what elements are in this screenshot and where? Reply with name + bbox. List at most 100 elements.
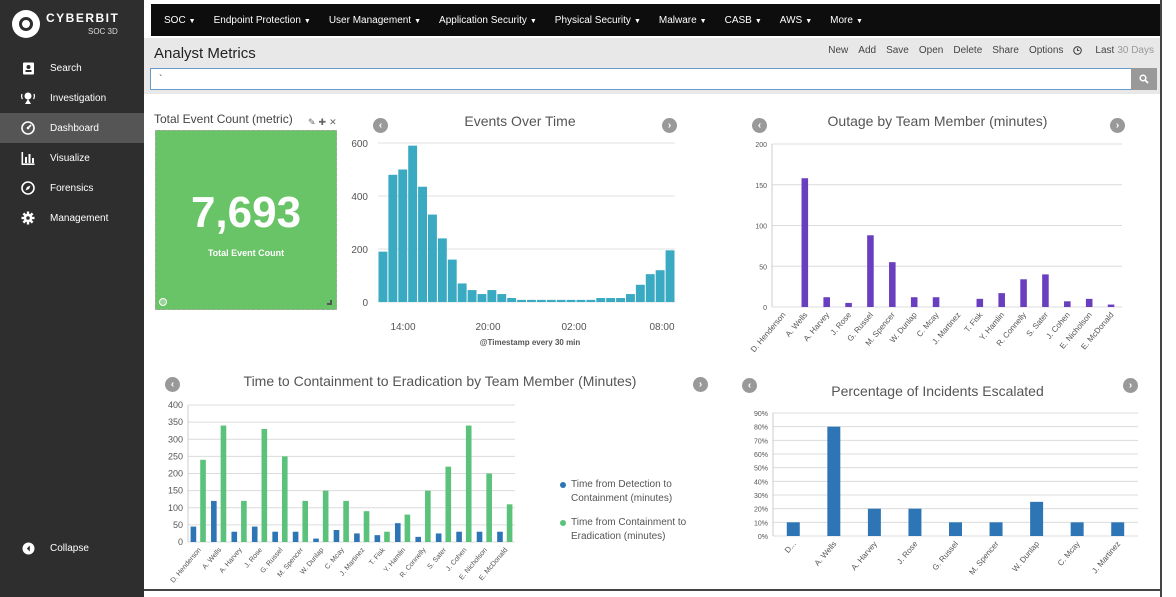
chart-title-events: Events Over Time — [464, 113, 576, 129]
bar — [497, 531, 503, 542]
prev-chart-button[interactable]: ‹ — [373, 118, 388, 133]
y-tick-label: 80% — [754, 425, 768, 432]
y-tick-label: 250 — [168, 451, 183, 461]
menu-label: More — [830, 14, 853, 26]
open-button[interactable]: Open — [918, 45, 944, 56]
sidebar-item-search[interactable]: Search — [0, 53, 144, 83]
bar — [1064, 301, 1071, 307]
sidebar-item-management[interactable]: Management — [0, 203, 144, 233]
prev-chart-button[interactable]: ‹ — [752, 118, 767, 133]
events-over-time-chart: 0 200 400 600 14:00 20:00 02:00 08:00 @Timestamp… — [351, 139, 675, 347]
bar — [343, 500, 349, 542]
y-tick-label: 90% — [754, 411, 768, 418]
window-border-right — [1160, 0, 1162, 597]
y-tick-label: 300 — [168, 434, 183, 444]
bar — [908, 508, 922, 536]
bar — [576, 299, 586, 302]
bar — [989, 522, 1003, 536]
move-icon[interactable]: ✚ — [318, 117, 330, 127]
caret-down-icon: ▼ — [855, 17, 863, 25]
bar — [292, 531, 299, 542]
y-tick-label: 60% — [754, 452, 768, 459]
x-axis-label: @Timestamp every 30 min — [480, 338, 581, 347]
metric-value: 7,693 — [190, 188, 302, 237]
bar — [998, 293, 1005, 307]
bar — [497, 294, 507, 302]
bar — [425, 490, 431, 542]
magnifier-icon — [1139, 74, 1149, 84]
bar — [477, 294, 487, 302]
menu-application-security[interactable]: Application Security ▼ — [430, 15, 546, 26]
collapse-button[interactable]: Collapse — [0, 533, 144, 563]
search-submit-button[interactable] — [1131, 68, 1157, 90]
delete-button[interactable]: Delete — [953, 45, 983, 56]
bar — [507, 298, 517, 302]
new-button[interactable]: New — [828, 45, 849, 56]
brand: CYBERBIT SOC 3D — [12, 8, 137, 42]
x-tick-label: G. Russel — [931, 539, 961, 572]
edit-icon[interactable]: ✎ — [308, 117, 319, 127]
menu-label: Malware — [658, 14, 697, 26]
menu-label: Physical Security — [554, 14, 631, 26]
sidebar-item-visualize[interactable]: Visualize — [0, 143, 144, 173]
save-button[interactable]: Save — [886, 45, 909, 56]
bar — [566, 299, 576, 302]
menu-soc[interactable]: SOC ▼ — [155, 15, 205, 26]
sidebar-item-investigation[interactable]: Investigation — [0, 83, 144, 113]
bar — [606, 298, 616, 302]
y-tick-label: 150 — [168, 486, 183, 496]
panel-handle-icon[interactable] — [159, 298, 167, 306]
legend-swatch — [560, 482, 566, 488]
menu-malware[interactable]: Malware ▼ — [650, 15, 716, 26]
bar — [665, 250, 675, 302]
next-chart-button[interactable]: › — [662, 118, 677, 133]
bar — [527, 299, 536, 302]
bar — [251, 526, 258, 542]
bar — [447, 259, 457, 302]
chart-title-containment: Time to Containment to Eradication by Te… — [243, 373, 637, 389]
add-button[interactable]: Add — [858, 45, 877, 56]
next-chart-button[interactable]: › — [693, 377, 708, 392]
bar — [546, 299, 556, 302]
resize-handle-icon[interactable] — [327, 300, 332, 305]
next-chart-button[interactable]: › — [1110, 118, 1125, 133]
y-tick-label: 200 — [755, 142, 767, 149]
gear-icon — [20, 210, 36, 226]
x-tick-label: 20:00 — [475, 322, 500, 333]
options-button[interactable]: Options — [1028, 45, 1064, 56]
next-chart-button[interactable]: › — [1123, 378, 1138, 393]
bar — [486, 473, 492, 542]
x-tick-label: 02:00 — [561, 322, 586, 333]
query-input[interactable] — [150, 68, 1132, 90]
menu-more[interactable]: More ▼ — [821, 15, 872, 26]
caret-down-icon: ▼ — [188, 17, 196, 25]
dashboard-icon — [20, 120, 36, 136]
menu-endpoint-protection[interactable]: Endpoint Protection ▼ — [205, 15, 320, 26]
brand-name: CYBERBIT — [46, 11, 120, 25]
close-icon[interactable]: ✕ — [329, 117, 340, 127]
bar — [1030, 501, 1044, 536]
menu-aws[interactable]: AWS ▼ — [771, 15, 821, 26]
sidebar-item-dashboard[interactable]: Dashboard — [0, 113, 144, 143]
menu-physical-security[interactable]: Physical Security ▼ — [546, 15, 650, 26]
bar — [1085, 298, 1093, 307]
x-tick-label: D. Henderson — [749, 311, 788, 355]
y-tick-label: 20% — [754, 507, 768, 514]
sidebar-item-forensics[interactable]: Forensics — [0, 173, 144, 203]
bar — [281, 456, 288, 542]
menu-casb[interactable]: CASB ▼ — [716, 15, 771, 26]
time-picker[interactable]: Last 30 Days — [1073, 45, 1154, 56]
bar — [398, 169, 408, 302]
menu-user-management[interactable]: User Management ▼ — [320, 15, 430, 26]
prev-chart-button[interactable]: ‹ — [165, 377, 180, 392]
x-tick-label: J. Rose — [243, 547, 264, 570]
bar — [556, 299, 566, 302]
caret-down-icon: ▼ — [633, 17, 641, 25]
y-tick-label: 50% — [754, 466, 768, 473]
share-button[interactable]: Share — [992, 45, 1019, 56]
x-tick-label: 14:00 — [390, 322, 415, 333]
bar — [465, 425, 472, 542]
sidebar-item-label: Forensics — [50, 182, 94, 194]
bar — [801, 178, 809, 307]
prev-chart-button[interactable]: ‹ — [742, 378, 757, 393]
